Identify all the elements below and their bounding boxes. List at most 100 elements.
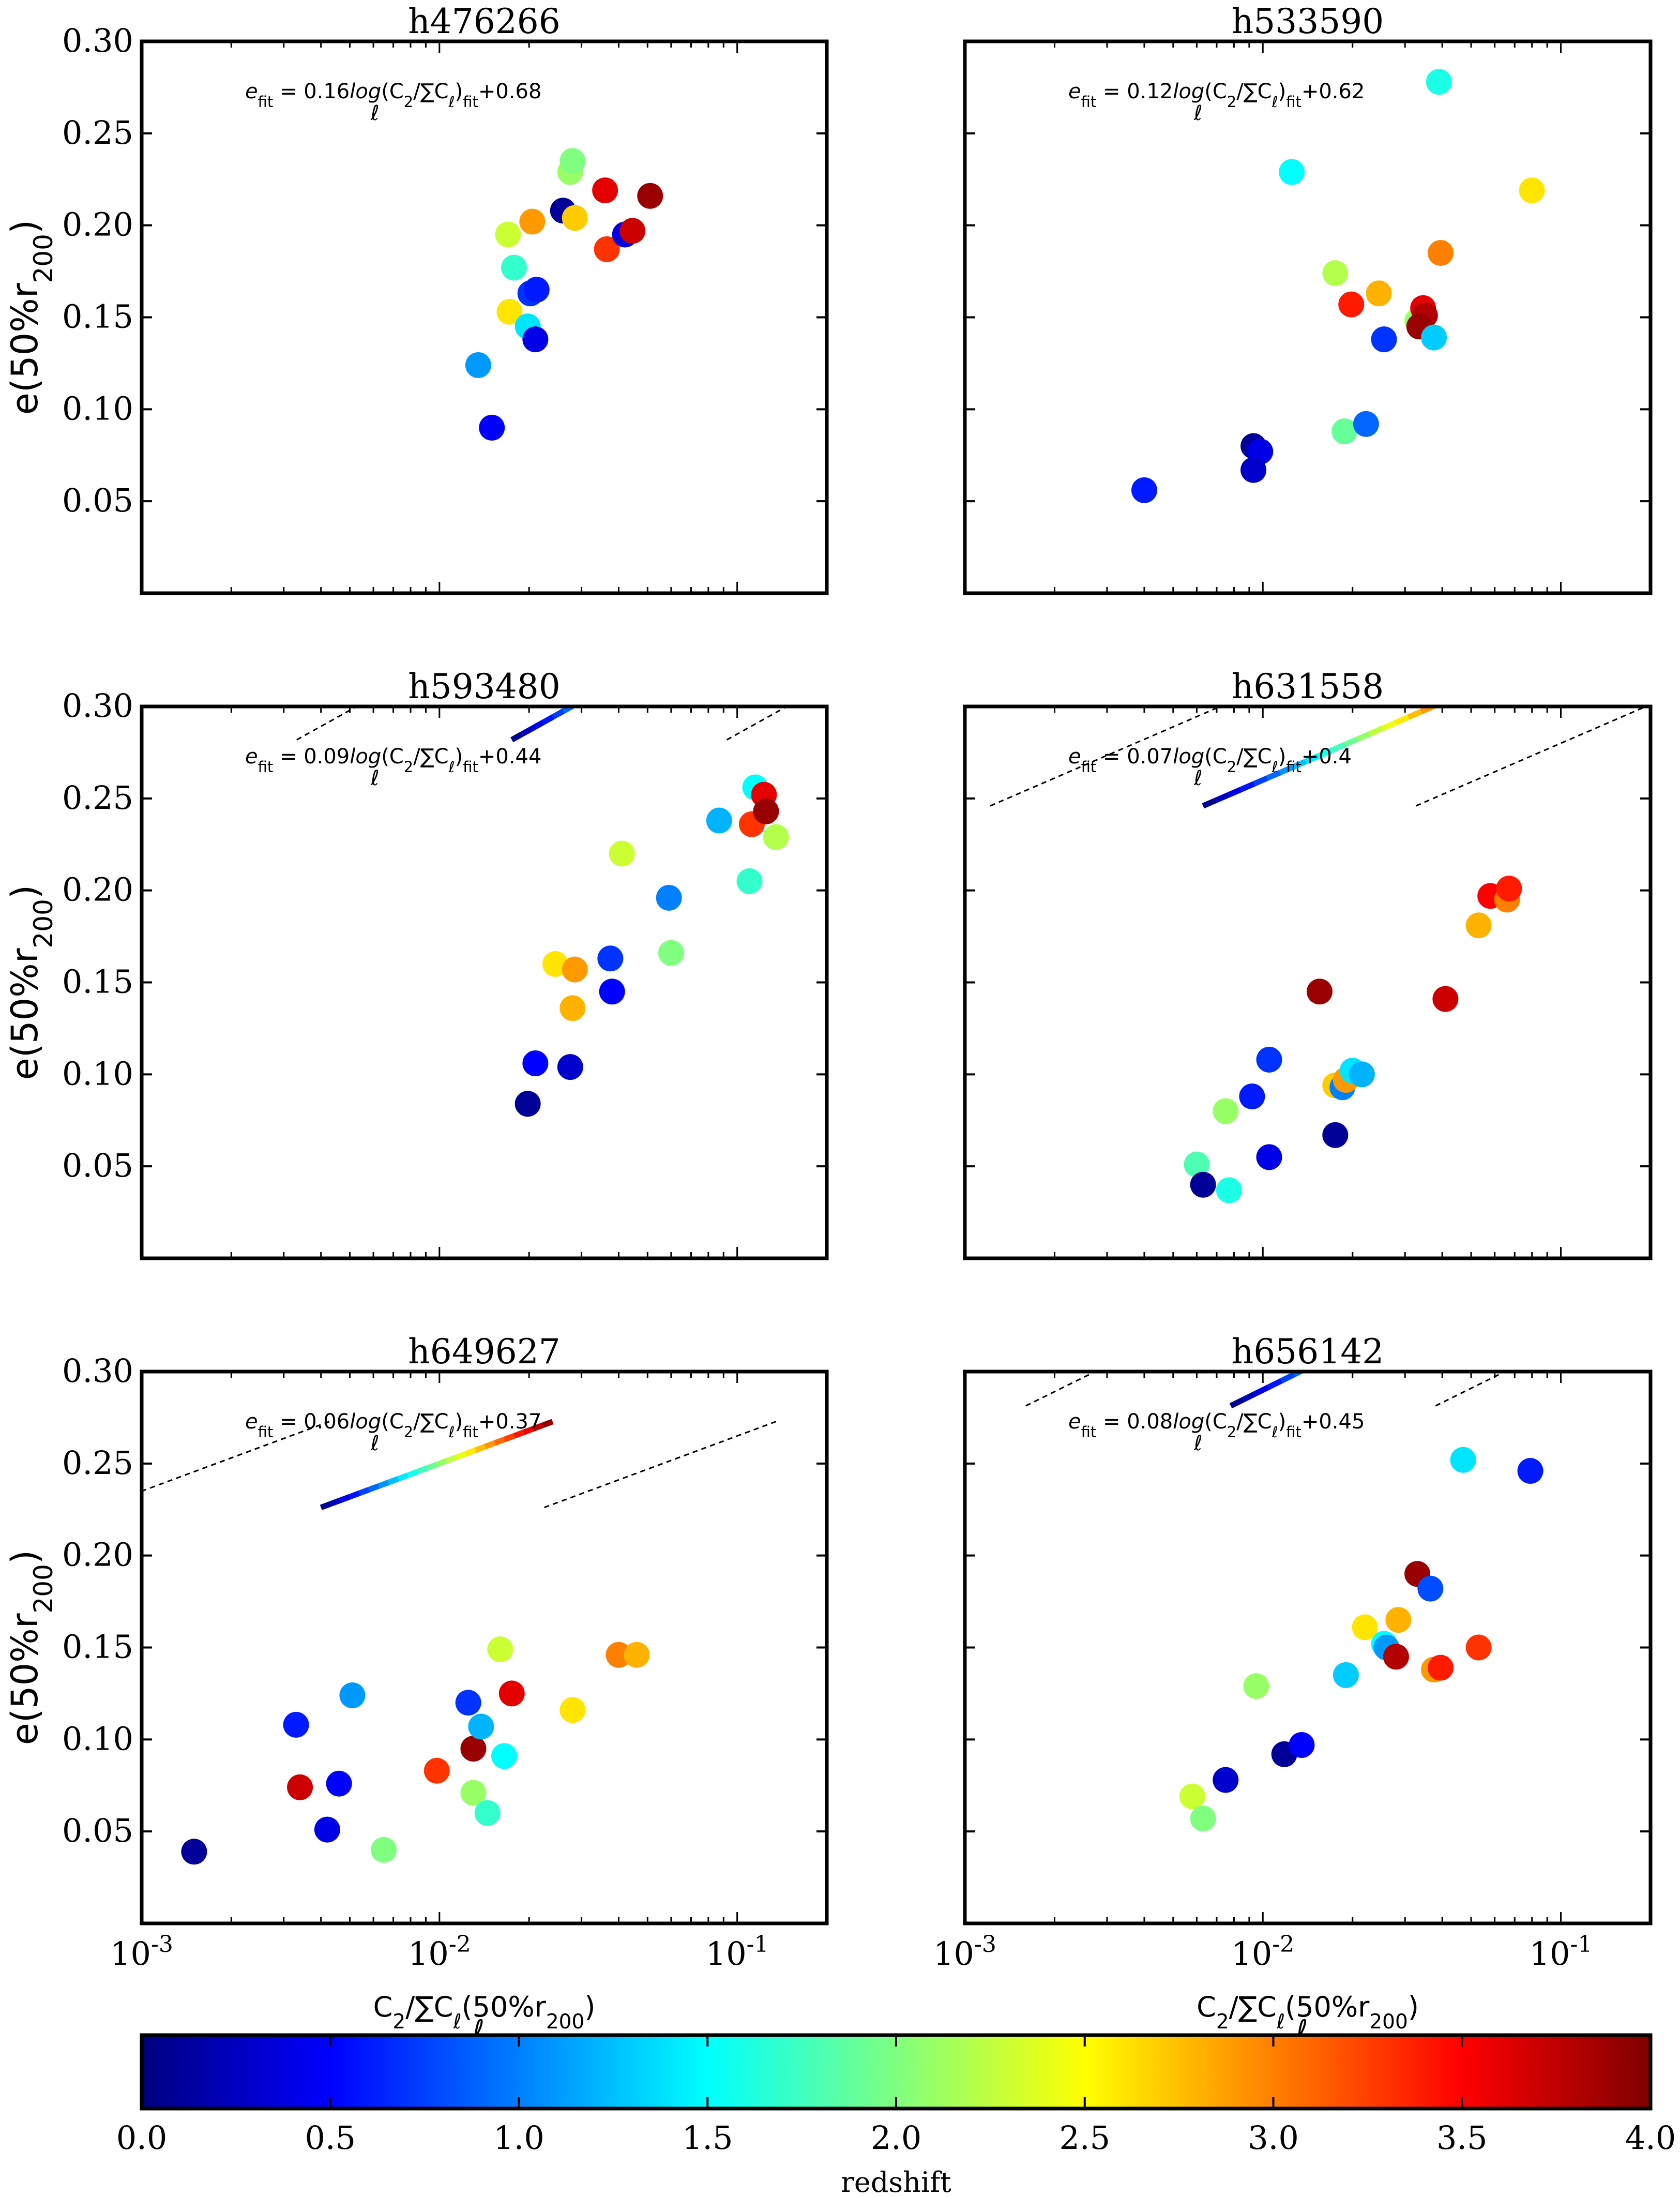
y-tick-label: 0.20: [62, 871, 133, 909]
data-point: [1306, 979, 1333, 1005]
data-point: [1179, 1783, 1205, 1810]
y-tick-label: 0.20: [62, 1536, 133, 1574]
fit-line-segment: [1447, 695, 1460, 701]
fit-line-segment: [1460, 689, 1473, 695]
y-tick-label: 0.05: [62, 1812, 133, 1849]
data-point: [542, 951, 568, 977]
x-tick-label: 10-2: [1231, 1931, 1294, 1973]
colorbar-tick-label: 0.0: [116, 2119, 168, 2157]
axes-frame: [140, 1370, 829, 1925]
y-axis-label: e(50%r200): [4, 220, 58, 415]
sum-index: ℓ: [1193, 766, 1203, 790]
fit-line-segment: [542, 1419, 554, 1428]
colorbar-tick-label: 3.5: [1436, 2119, 1488, 2157]
fit-line-segment: [503, 1433, 515, 1442]
data-point: [1322, 260, 1349, 287]
data-point: [455, 1690, 481, 1716]
data-point: [1279, 159, 1305, 185]
fit-annotation: efit = 0.06log(C2/∑Cℓ)fit+0.37: [245, 1410, 541, 1441]
fit-line-segment: [387, 1476, 399, 1485]
panel-h649627: h649627 efit = 0.06log(C2/∑Cℓ)fit+0.37ℓ 0.…: [4, 1332, 829, 2046]
fit-line-segment: [532, 1422, 544, 1432]
fit-line-segment: [1267, 1378, 1283, 1390]
envelope-upper: [296, 706, 358, 741]
envelope-lower: [726, 706, 789, 741]
fit-line-segment: [1293, 1372, 1307, 1377]
y-tick-label: 0.10: [62, 389, 133, 427]
fit-line-segment: [1409, 1312, 1421, 1318]
plot-area: [142, 1419, 777, 1865]
fit-line-segment: [358, 1487, 370, 1496]
x-tick-label: 10-3: [110, 1931, 173, 1973]
colorbar-tick-label: 3.0: [1248, 2119, 1299, 2157]
panel-h631558: h631558 efit = 0.07log(C2/∑Cℓ)fit+0.4ℓ: [963, 667, 1653, 1260]
data-point: [1352, 1614, 1378, 1641]
data-point: [1371, 326, 1397, 353]
data-point: [559, 148, 586, 174]
data-point: [1333, 1662, 1359, 1688]
data-point: [1450, 1447, 1476, 1473]
data-point: [1213, 1098, 1239, 1124]
fit-line-segment: [513, 1429, 525, 1439]
data-point: [1338, 291, 1365, 318]
fit-line-segment: [1242, 1391, 1258, 1403]
colorbar-tick-label: 1.0: [493, 2119, 544, 2157]
sum-index: ℓ: [1193, 101, 1203, 125]
y-tick-label: 0.10: [62, 1055, 133, 1092]
fit-line-segment: [699, 630, 709, 636]
data-point: [609, 840, 635, 867]
data-point: [1213, 1767, 1239, 1793]
fit-line-segment: [1253, 775, 1268, 787]
data-point: [1465, 1634, 1492, 1661]
y-tick-label: 0.30: [62, 687, 133, 725]
panel-title: h631558: [1232, 667, 1384, 706]
panel-h533590: h533590 efit = 0.12log(C2/∑Cℓ)fit+0.62ℓ: [963, 2, 1653, 595]
data-point: [1353, 411, 1379, 437]
fit-line-segment: [1407, 709, 1422, 720]
y-tick-label: 0.05: [62, 1147, 133, 1184]
x-tick-label: 10-2: [408, 1931, 471, 1973]
data-point: [736, 868, 763, 894]
fit-line-segment: [1497, 1268, 1510, 1274]
data-point: [1426, 69, 1452, 95]
colorbar-label: redshift: [841, 2166, 951, 2197]
fit-line-segment: [1498, 673, 1511, 679]
fit-line-segment: [1510, 1262, 1523, 1268]
data-point: [181, 1839, 207, 1865]
fit-line-segment: [719, 619, 730, 624]
data-point: [597, 945, 624, 972]
data-point: [1190, 1171, 1216, 1198]
data-point: [1349, 1061, 1375, 1088]
data-point: [658, 940, 684, 966]
data-point: [1421, 324, 1447, 351]
data-point: [1256, 1144, 1282, 1170]
axes-frame: [140, 39, 829, 595]
data-point: [491, 1743, 518, 1769]
fit-line-segment: [750, 601, 761, 607]
x-tick-label: 10-1: [1530, 1931, 1593, 1973]
data-point: [1428, 240, 1454, 266]
data-point: [522, 1050, 549, 1076]
panel-title: h533590: [1232, 2, 1384, 41]
data-point: [423, 1757, 450, 1784]
data-point: [606, 1642, 632, 1668]
data-point: [1184, 1151, 1210, 1178]
data-point: [1385, 1607, 1412, 1633]
fit-line-segment: [1421, 1305, 1434, 1312]
fit-line-segment: [349, 1490, 361, 1500]
fit-line-segment: [521, 726, 534, 737]
y-axis-label: e(50%r200): [4, 1550, 58, 1745]
sum-index: ℓ: [370, 101, 380, 125]
x-axis-label: C2/∑Cℓ(50%r200): [1197, 1991, 1419, 2034]
data-point: [1519, 177, 1545, 204]
data-point: [460, 1780, 487, 1806]
panel-title: h656142: [1232, 1332, 1384, 1372]
axis-ticks: [141, 40, 828, 593]
data-point: [523, 277, 550, 303]
fit-line-segment: [510, 731, 524, 743]
plot-area: [990, 673, 1648, 1203]
envelope-upper: [990, 706, 1222, 807]
fit-line-segment: [474, 1443, 486, 1453]
envelope-upper: [142, 1421, 330, 1492]
